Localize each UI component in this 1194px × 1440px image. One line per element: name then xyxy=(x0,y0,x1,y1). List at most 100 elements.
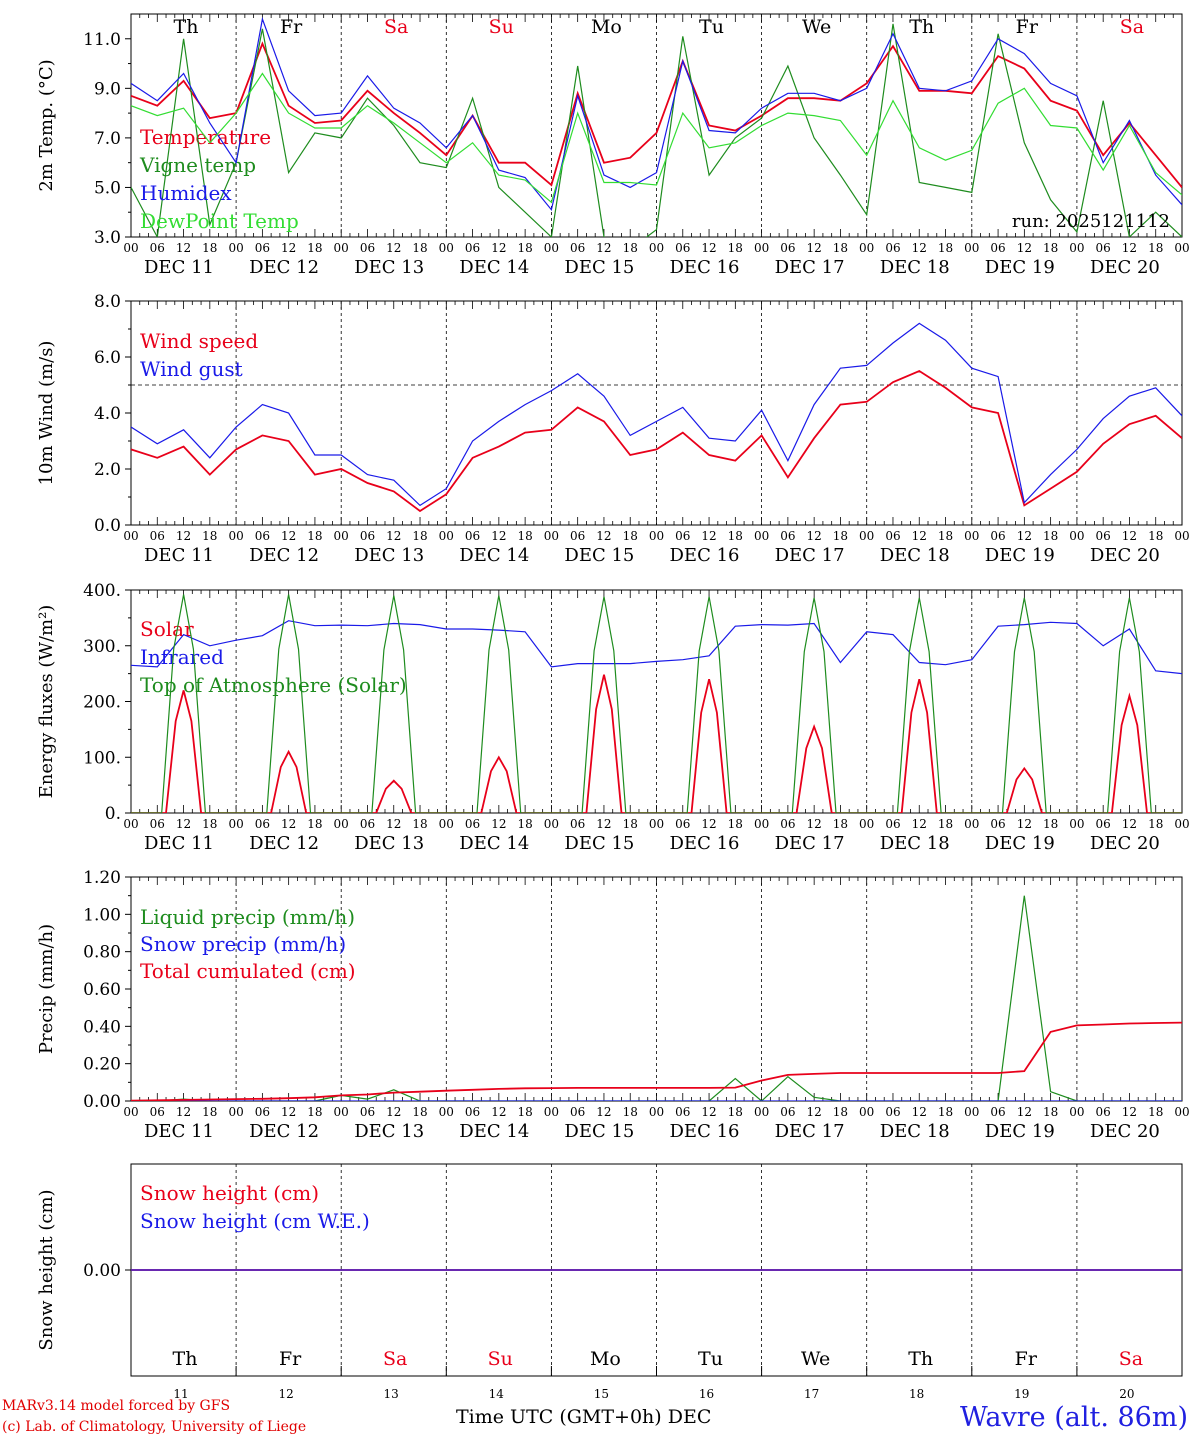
day-number-label: 18 xyxy=(909,1387,924,1401)
y-tick-label: 100. xyxy=(83,748,121,768)
date-label: DEC 18 xyxy=(880,833,950,854)
date-label: DEC 11 xyxy=(144,833,214,854)
date-label: DEC 19 xyxy=(985,257,1055,278)
date-label: DEC 17 xyxy=(775,545,845,566)
date-label: DEC 15 xyxy=(564,257,634,278)
hour-tick-label: 00 xyxy=(1069,817,1084,831)
hour-tick-label: 18 xyxy=(623,529,638,543)
hour-tick-label: 12 xyxy=(596,817,611,831)
legend-entry: Snow height (cm W.E.) xyxy=(140,1209,370,1233)
hour-tick-label: 18 xyxy=(517,241,532,255)
x-axis-month: DEC xyxy=(667,1406,712,1428)
hour-tick-label: 00 xyxy=(544,529,559,543)
hour-tick-label: 00 xyxy=(649,817,664,831)
day-abbr-label: Fr xyxy=(280,16,303,38)
day-abbr-label: Fr xyxy=(279,1348,302,1370)
hour-tick-label: 00 xyxy=(964,529,979,543)
date-label: DEC 14 xyxy=(459,1121,529,1142)
y-tick-label: 3.0 xyxy=(94,228,121,248)
hour-tick-label: 06 xyxy=(570,529,585,543)
date-label: DEC 12 xyxy=(249,545,319,566)
panel-snow: 0.00 Snow height (cm) Snow height (cm) Snow… xyxy=(36,1163,1183,1377)
hour-tick-label: 18 xyxy=(938,1105,953,1119)
hour-tick-label: 06 xyxy=(990,1105,1005,1119)
hour-tick-label: 00 xyxy=(123,529,138,543)
hour-tick-label: 18 xyxy=(728,1105,743,1119)
y-axis-label: Energy fluxes (W/m²) xyxy=(36,605,57,799)
hour-tick-label: 00 xyxy=(859,529,874,543)
legend-entry: Vigne temp xyxy=(139,153,256,177)
hour-tick-label: 06 xyxy=(360,529,375,543)
legend-entry: Wind gust xyxy=(140,357,243,381)
y-tick-label: 300. xyxy=(83,637,121,657)
hour-tick-label: 18 xyxy=(1043,817,1058,831)
hour-tick-label: 12 xyxy=(912,817,927,831)
y-tick-label: 0. xyxy=(105,804,121,824)
hour-tick-label: 12 xyxy=(701,529,716,543)
hour-tick-label: 06 xyxy=(1096,241,1111,255)
series-line-humidex xyxy=(131,16,1182,212)
hour-tick-label: 12 xyxy=(386,1105,401,1119)
hour-tick-label: 06 xyxy=(990,241,1005,255)
date-label: DEC 16 xyxy=(670,833,740,854)
y-tick-label: 1.00 xyxy=(83,905,121,925)
hour-tick-label: 00 xyxy=(228,241,243,255)
hour-tick-label: 18 xyxy=(833,817,848,831)
hour-tick-label: 06 xyxy=(465,529,480,543)
date-label: DEC 14 xyxy=(459,833,529,854)
day-abbr-label: We xyxy=(801,1348,830,1370)
hour-tick-label: 12 xyxy=(807,817,822,831)
y-tick-label: 4.0 xyxy=(94,404,121,424)
hour-tick-label: 06 xyxy=(150,1105,165,1119)
hour-tick-label: 12 xyxy=(491,529,506,543)
hour-tick-label: 06 xyxy=(150,529,165,543)
date-label: DEC 20 xyxy=(1090,1121,1160,1142)
hour-tick-label: 00 xyxy=(859,1105,874,1119)
hour-tick-label: 18 xyxy=(623,817,638,831)
hour-tick-label: 18 xyxy=(1043,529,1058,543)
y-tick-label: 9.0 xyxy=(94,79,121,99)
day-abbr-label: Th xyxy=(908,1348,933,1370)
hour-tick-label: 06 xyxy=(990,529,1005,543)
y-tick-label: 1.20 xyxy=(83,868,121,888)
hour-tick-label: 18 xyxy=(1148,1105,1163,1119)
hour-tick-label: 12 xyxy=(1017,1105,1032,1119)
hour-tick-label: 00 xyxy=(964,817,979,831)
legend-entry: Total cumulated (cm) xyxy=(140,959,356,983)
hour-tick-label: 06 xyxy=(465,1105,480,1119)
y-tick-label: 6.0 xyxy=(94,348,121,368)
hour-tick-label: 18 xyxy=(1148,529,1163,543)
hour-tick-label: 00 xyxy=(544,817,559,831)
hour-tick-label: 06 xyxy=(360,1105,375,1119)
hour-tick-label: 06 xyxy=(255,241,270,255)
hour-tick-label: 18 xyxy=(517,1105,532,1119)
hour-tick-label: 06 xyxy=(465,241,480,255)
hour-tick-label: 06 xyxy=(360,241,375,255)
hour-tick-label: 00 xyxy=(439,817,454,831)
y-tick-label: 0.80 xyxy=(83,943,121,963)
hour-tick-label: 18 xyxy=(833,529,848,543)
day-abbr-label: We xyxy=(802,16,831,38)
date-label: DEC 17 xyxy=(775,833,845,854)
hour-tick-label: 18 xyxy=(1148,817,1163,831)
hour-tick-label: 12 xyxy=(176,241,191,255)
hour-tick-label: 00 xyxy=(1174,817,1189,831)
hour-tick-label: 06 xyxy=(465,817,480,831)
hour-tick-label: 18 xyxy=(728,529,743,543)
hour-tick-label: 00 xyxy=(859,817,874,831)
y-tick-label: 0.00 xyxy=(83,1092,121,1112)
date-label: DEC 20 xyxy=(1090,545,1160,566)
legend-entry: Snow precip (mm/h) xyxy=(140,932,346,956)
legend-entry: Liquid precip (mm/h) xyxy=(140,905,355,929)
hour-tick-label: 12 xyxy=(912,1105,927,1119)
hour-tick-label: 00 xyxy=(649,1105,664,1119)
day-abbr-label: Tu xyxy=(698,1348,723,1370)
hour-tick-label: 12 xyxy=(1017,529,1032,543)
hour-tick-label: 00 xyxy=(334,817,349,831)
hour-tick-label: 06 xyxy=(885,529,900,543)
hour-tick-label: 00 xyxy=(964,1105,979,1119)
hour-tick-label: 06 xyxy=(675,529,690,543)
date-label: DEC 19 xyxy=(985,1121,1055,1142)
series-line-total-cumulated-cm- xyxy=(131,1021,1182,1101)
